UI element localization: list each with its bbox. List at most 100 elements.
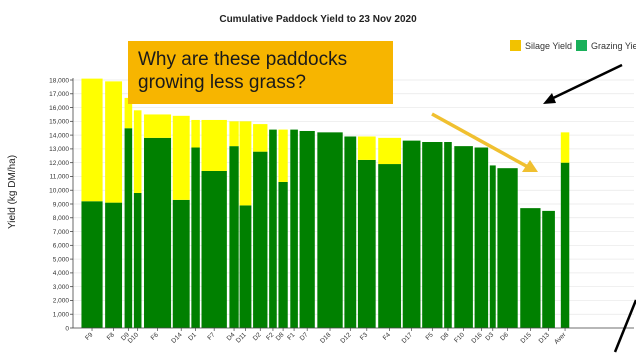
black-arrow-lower <box>613 299 636 353</box>
y-tick-label: 0 <box>65 325 69 332</box>
grazing-bar <box>474 147 489 328</box>
legend-grazing-label: Grazing Yie <box>591 41 636 51</box>
x-tick-label: D13 <box>538 331 552 345</box>
x-tick-label: D14 <box>170 331 184 345</box>
y-tick-label: 18,000 <box>49 77 69 84</box>
x-tick-label: D15 <box>519 331 533 345</box>
x-tick-label: D17 <box>401 331 415 345</box>
x-tick-label: F4 <box>382 331 393 342</box>
x-tick-label: D4 <box>226 331 237 342</box>
silage-bar <box>229 121 239 147</box>
x-tick-label: F1 <box>286 331 297 342</box>
legend: Silage Yield Grazing Yie <box>510 40 636 51</box>
silage-bar <box>378 137 402 165</box>
grazing-bar <box>497 168 518 328</box>
x-tick-label: F3 <box>359 331 370 342</box>
y-axis: 0 1,000 2,000 3,000 4,000 5,000 6,000 7,000 8,00… <box>49 77 74 332</box>
grazing-bar <box>454 146 473 328</box>
grazing-bar <box>229 146 239 328</box>
x-tick-label: F9 <box>84 331 95 342</box>
silage-bar <box>172 115 190 200</box>
silage-bar <box>560 132 570 163</box>
grazing-bar <box>269 129 277 328</box>
y-tick-label: 6,000 <box>53 243 70 250</box>
grazing-bar <box>560 162 570 328</box>
grazing-bar <box>489 165 496 328</box>
callout-arrowhead <box>522 160 538 172</box>
x-tick-label: D8 <box>440 331 451 342</box>
silage-bar <box>191 119 200 148</box>
y-tick-label: 8,000 <box>53 215 70 222</box>
x-tick-label: D8 <box>275 331 286 342</box>
silage-bar <box>357 136 376 160</box>
y-tick-label: 11,000 <box>50 174 70 181</box>
grazing-bar <box>144 137 172 328</box>
x-tick-label: D6 <box>499 331 510 342</box>
x-tick-label: Aver <box>553 331 568 346</box>
grazing-bar <box>317 132 343 328</box>
callout-line-1: Why are these paddocks <box>138 49 348 70</box>
x-tick-label: D12 <box>339 331 353 345</box>
bars <box>81 78 570 328</box>
silage-bar <box>144 114 172 138</box>
x-tick-label: F2 <box>265 331 276 342</box>
x-tick-label: D3 <box>484 331 495 342</box>
x-tick-label: F8 <box>106 331 117 342</box>
callout-arrow <box>431 112 529 169</box>
x-tick-label: F5 <box>424 331 435 342</box>
grazing-bar <box>239 205 252 328</box>
y-tick-label: 10,000 <box>49 188 69 195</box>
y-tick-label: 17,000 <box>49 91 69 98</box>
x-tick-label: D11 <box>235 331 248 344</box>
grazing-bar <box>422 142 443 328</box>
y-tick-label: 16,000 <box>49 105 69 112</box>
grazing-bar <box>344 136 357 328</box>
silage-bar <box>124 97 133 129</box>
y-tick-label: 4,000 <box>53 270 70 277</box>
y-tick-label: 9,000 <box>53 201 70 208</box>
y-tick-label: 13,000 <box>49 146 69 153</box>
y-tick-label: 15,000 <box>49 119 69 126</box>
annotation-arrows <box>431 63 636 353</box>
grazing-bar <box>278 181 288 328</box>
silage-bar <box>81 78 103 202</box>
grazing-bar <box>105 202 123 328</box>
x-tick-label: D1 <box>187 331 198 342</box>
y-tick-label: 12,000 <box>49 160 69 167</box>
grazing-bar <box>133 192 142 328</box>
x-tick-label: D7 <box>299 331 310 342</box>
chart-title: Cumulative Paddock Yield to 23 Nov 2020 <box>219 14 417 25</box>
y-tick-label: 1,000 <box>53 312 70 319</box>
grazing-bar <box>172 199 190 328</box>
x-tick-label: D2 <box>252 331 263 342</box>
x-tick-label: F7 <box>206 331 217 342</box>
grazing-bar <box>253 151 268 328</box>
y-tick-label: 5,000 <box>53 256 70 263</box>
grazing-bar <box>444 142 452 328</box>
x-tick-label: D10 <box>127 331 141 345</box>
silage-bar <box>253 124 268 152</box>
y-axis-label: Yield (kg DM/ha) <box>7 155 18 229</box>
grazing-bar <box>402 140 421 328</box>
callout-line-2: growing less grass? <box>138 72 306 93</box>
x-tick-label: D18 <box>319 331 333 345</box>
legend-silage-label: Silage Yield <box>525 41 572 51</box>
silage-bar <box>239 121 252 206</box>
legend-grazing-swatch <box>576 40 587 51</box>
silage-bar <box>105 81 123 203</box>
grazing-bar <box>378 164 402 328</box>
x-tick-label: F6 <box>150 331 161 342</box>
y-tick-label: 3,000 <box>53 284 70 291</box>
silage-bar <box>201 119 227 171</box>
y-tick-label: 7,000 <box>53 229 70 236</box>
grazing-bar <box>124 128 133 328</box>
grazing-bar <box>520 208 541 328</box>
black-arrowhead-upper <box>543 93 556 104</box>
callout-box: Why are these paddocks growing less gras… <box>128 41 393 104</box>
silage-bar <box>278 129 288 182</box>
grazing-bar <box>357 159 376 328</box>
grazing-bar <box>290 129 298 328</box>
grazing-bar <box>201 170 227 328</box>
grazing-bar <box>542 210 555 328</box>
